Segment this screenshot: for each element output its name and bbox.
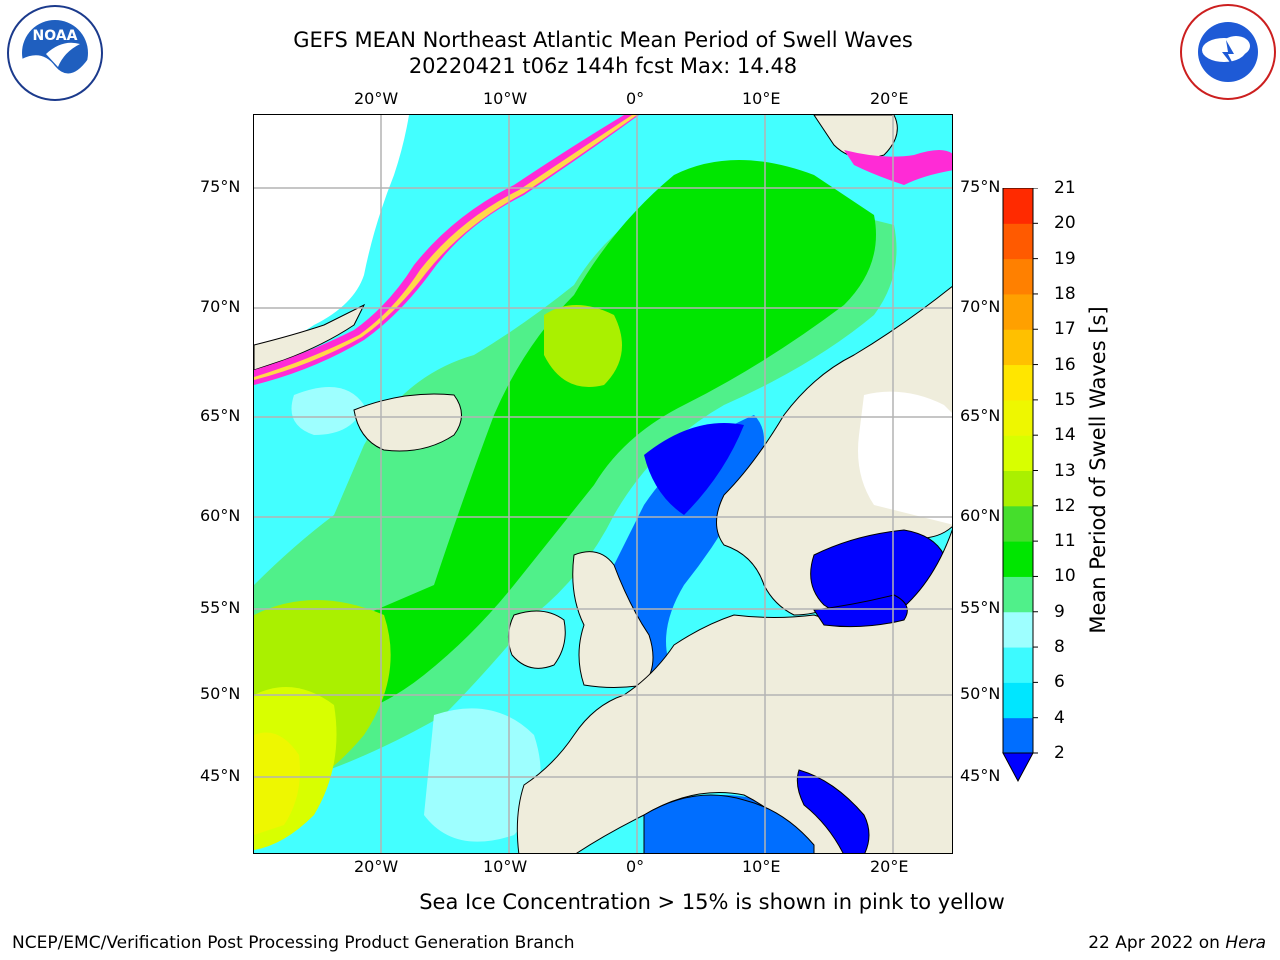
lon-tick-top-10e: 10°E — [742, 89, 781, 108]
date-stamp-date: 22 Apr 2022 on — [1088, 933, 1226, 953]
lat-tick-right-50n: 50°N — [960, 684, 1001, 703]
lat-tick-left-65n: 65°N — [200, 406, 241, 425]
date-stamp-host: Hera — [1225, 933, 1266, 953]
colorbar-band — [1003, 576, 1033, 613]
swell-2-4-norway — [596, 415, 764, 675]
colorbar-level-label: 20 — [1054, 213, 1076, 234]
colorbar-band — [1003, 470, 1033, 507]
sea-ice-footnote: Sea Ice Concentration > 15% is shown in … — [419, 890, 1005, 914]
colorbar-level-label: 18 — [1054, 283, 1076, 304]
colorbar-band — [1003, 717, 1033, 754]
baltic-south — [813, 594, 908, 628]
lon-tick-bottom-0: 0° — [626, 857, 645, 876]
lon-tick-top-20w: 20°W — [354, 89, 399, 108]
nws-logo — [1178, 2, 1278, 106]
noaa-logo-text: NOAA — [33, 28, 78, 44]
colorbar-extend-arrow — [1002, 752, 1034, 783]
colorbar-level-label: 14 — [1054, 425, 1076, 446]
lat-tick-right-55n: 55°N — [960, 598, 1001, 617]
colorbar-level-label: 19 — [1054, 248, 1076, 269]
sea-ice-edge-greenland — [254, 115, 639, 385]
colorbar-band — [1003, 188, 1033, 224]
swell-period-map — [253, 114, 953, 854]
colorbar-band — [1003, 293, 1033, 330]
colorbar-band — [1003, 364, 1033, 401]
colorbar-band — [1003, 223, 1033, 260]
sea-ice-edge-yellow — [254, 115, 637, 380]
colorbar-svg — [1002, 187, 1038, 783]
lat-tick-left-60n: 60°N — [200, 506, 241, 525]
colorbar-band — [1003, 505, 1033, 542]
mediterranean-sea — [643, 794, 815, 853]
colorbar-level-label: 12 — [1054, 495, 1076, 516]
lon-tick-top-20e: 20°E — [870, 89, 909, 108]
colorbar-band — [1003, 611, 1033, 648]
colorbar-band — [1003, 647, 1033, 683]
colorbar-title: Mean Period of Swell Waves [s] — [1086, 306, 1110, 634]
swell-below-2-norway — [644, 423, 744, 515]
colorbar-band — [1003, 258, 1033, 295]
lat-tick-left-55n: 55°N — [200, 598, 241, 617]
lat-tick-left-70n: 70°N — [200, 297, 241, 316]
lat-tick-left-50n: 50°N — [200, 684, 241, 703]
colorbar-level-label: 13 — [1054, 460, 1076, 481]
lat-tick-right-70n: 70°N — [960, 297, 1001, 316]
colorbar-band — [1003, 399, 1033, 436]
map-title: GEFS MEAN Northeast Atlantic Mean Period… — [293, 28, 913, 52]
date-stamp: 22 Apr 2022 on Hera — [1088, 933, 1266, 953]
lat-tick-right-60n: 60°N — [960, 506, 1001, 525]
colorbar-level-label: 17 — [1054, 319, 1076, 340]
swell-14-15-patch — [254, 732, 300, 835]
colorbar-level-label: 8 — [1054, 637, 1065, 658]
graticule — [254, 115, 952, 853]
ireland-land — [508, 610, 566, 669]
gulf-of-bothnia-ice — [858, 391, 952, 525]
colorbar-band — [1003, 329, 1033, 366]
map-subtitle: 20220421 t06z 144h fcst Max: 14.48 — [408, 54, 798, 78]
lon-tick-bottom-10w: 10°W — [483, 857, 528, 876]
swell-12-13-patch-north — [544, 305, 622, 387]
credit-line: NCEP/EMC/Verification Post Processing Pr… — [12, 933, 575, 953]
lon-tick-top-0: 0° — [626, 89, 645, 108]
colorbar-band — [1003, 435, 1033, 471]
lon-tick-bottom-20w: 20°W — [354, 857, 399, 876]
swell-10-11-region — [254, 160, 876, 735]
lon-tick-bottom-20e: 20°E — [870, 857, 909, 876]
sea-ice-edge-svalbard — [844, 150, 952, 185]
swell-8-9-biscay — [424, 708, 541, 842]
lat-tick-right-65n: 65°N — [960, 406, 1001, 425]
lat-tick-right-45n: 45°N — [960, 766, 1001, 785]
colorbar-band — [1003, 682, 1033, 719]
lon-tick-bottom-10e: 10°E — [742, 857, 781, 876]
colorbar — [998, 187, 1038, 792]
lat-tick-left-75n: 75°N — [200, 177, 241, 196]
swell-8-9-patch — [291, 387, 364, 435]
greenland-coast — [254, 303, 366, 371]
colorbar-level-label: 9 — [1054, 601, 1065, 622]
colorbar-level-label: 11 — [1054, 531, 1076, 552]
colorbar-level-label: 6 — [1054, 672, 1065, 693]
adriatic-sea — [796, 769, 870, 853]
lat-tick-right-75n: 75°N — [960, 177, 1001, 196]
noaa-logo: NOAA — [6, 4, 104, 106]
colorbar-level-label: 2 — [1054, 743, 1065, 763]
lat-tick-left-45n: 45°N — [200, 766, 241, 785]
colorbar-level-label: 16 — [1054, 354, 1076, 375]
colorbar-level-label: 15 — [1054, 389, 1076, 410]
colorbar-level-label: 21 — [1054, 178, 1076, 198]
colorbar-band — [1003, 541, 1033, 577]
colorbar-level-label: 4 — [1054, 707, 1065, 728]
svalbard-land — [813, 115, 898, 159]
colorbar-level-label: 10 — [1054, 566, 1076, 587]
lon-tick-top-10w: 10°W — [483, 89, 528, 108]
greenland-ice-area — [254, 115, 409, 355]
